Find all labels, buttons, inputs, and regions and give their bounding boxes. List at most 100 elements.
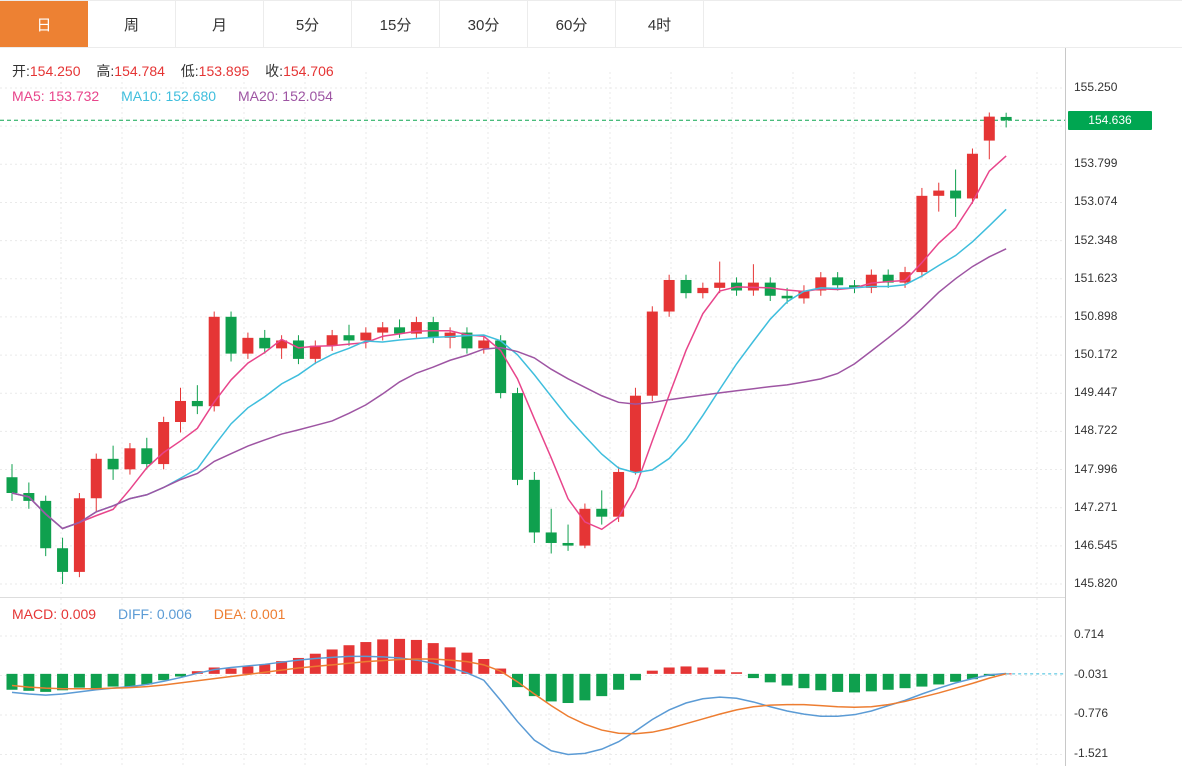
macd-bar xyxy=(882,673,894,690)
macd-value: 0.009 xyxy=(61,606,97,622)
candle xyxy=(444,332,456,338)
macd-bar xyxy=(832,673,844,692)
macd-bar xyxy=(309,653,321,674)
macd-bar xyxy=(461,652,473,674)
candle xyxy=(191,400,203,407)
candle xyxy=(512,393,523,480)
last-price-badge: 154.636 xyxy=(1068,110,1152,130)
candle xyxy=(57,548,69,572)
candle xyxy=(343,335,355,341)
macd-bar xyxy=(326,649,338,674)
ma5-line xyxy=(11,155,1007,531)
macd-bar xyxy=(613,673,625,690)
tab-日[interactable]: 日 xyxy=(0,1,88,47)
macd-info: MACD: 0.009 DIFF: 0.006 DEA: 0.001 xyxy=(12,606,303,622)
candle xyxy=(276,340,288,349)
macd-bar xyxy=(528,673,540,697)
tab-15分[interactable]: 15分 xyxy=(352,1,440,47)
macd-bar xyxy=(579,673,591,701)
macd-bar xyxy=(23,673,35,691)
ma20-line xyxy=(11,248,1007,530)
candle xyxy=(849,285,860,288)
tab-月[interactable]: 月 xyxy=(176,1,264,47)
macd-bar xyxy=(899,673,911,689)
macd-bar xyxy=(208,667,220,674)
tab-5分[interactable]: 5分 xyxy=(264,1,352,47)
candle xyxy=(410,322,422,334)
candle xyxy=(966,153,978,199)
candle xyxy=(158,421,170,465)
candle xyxy=(124,448,136,470)
candle xyxy=(764,282,776,296)
candle xyxy=(1000,116,1012,121)
macd-bar xyxy=(916,673,928,687)
price-axis-label: 152.348 xyxy=(1074,232,1118,247)
macd-axis-label: -1.521 xyxy=(1074,745,1109,760)
candle xyxy=(394,327,406,334)
macd-bar xyxy=(562,673,574,704)
macd-bar xyxy=(259,664,271,674)
candle xyxy=(175,400,186,422)
macd-bar xyxy=(849,673,860,693)
macd-bar xyxy=(680,666,692,674)
macd-bar xyxy=(107,673,119,687)
candle xyxy=(461,332,473,349)
macd-bar xyxy=(596,673,608,697)
candle xyxy=(495,340,507,394)
macd-bar xyxy=(950,673,962,682)
candle xyxy=(90,458,102,499)
candle xyxy=(73,498,85,572)
main-chart[interactable]: 开:154.250 高:154.784 低:153.895 收:154.706 … xyxy=(0,48,1065,597)
candle xyxy=(899,272,911,283)
price-axis-label: 155.250 xyxy=(1074,80,1118,94)
candle xyxy=(141,448,153,465)
candle xyxy=(528,479,540,533)
price-axis-label: 147.271 xyxy=(1074,499,1118,514)
candle xyxy=(292,340,304,359)
candle xyxy=(478,340,490,349)
price-axis: 154.636 155.250 153.799 153.074 152.348 151.… xyxy=(1065,48,1182,766)
candle xyxy=(242,337,254,354)
macd-bar xyxy=(343,645,355,674)
candle xyxy=(326,335,338,346)
macd-bar xyxy=(141,673,153,685)
price-axis-label: 151.623 xyxy=(1074,270,1118,285)
macd-bar xyxy=(242,666,254,674)
candle xyxy=(309,345,321,359)
candle xyxy=(377,327,389,333)
macd-bar xyxy=(124,673,136,688)
ma10-line xyxy=(11,208,1007,530)
candle xyxy=(6,477,18,494)
candle xyxy=(208,316,220,407)
macd-axis-label: -0.031 xyxy=(1074,666,1109,681)
candle xyxy=(815,277,827,291)
tab-4时[interactable]: 4时 xyxy=(616,1,704,47)
macd-bar xyxy=(798,673,810,689)
macd-bar xyxy=(714,669,726,674)
macd-chart[interactable]: MACD: 0.009 DIFF: 0.006 DEA: 0.001 xyxy=(0,597,1065,766)
close-value: 154.706 xyxy=(283,63,334,79)
macd-grid xyxy=(0,598,1065,766)
ma10-label: MA10: xyxy=(121,88,162,104)
macd-bar xyxy=(40,673,52,692)
tab-60分[interactable]: 60分 xyxy=(528,1,616,47)
ohlc-info: 开:154.250 高:154.784 低:153.895 收:154.706 xyxy=(12,61,346,81)
macd-bar xyxy=(545,673,557,702)
price-axis-label: 147.996 xyxy=(1074,461,1118,476)
low-label: 低: xyxy=(180,63,199,79)
tab-周[interactable]: 周 xyxy=(88,1,176,47)
macd-label: MACD: xyxy=(12,606,58,622)
macd-bar xyxy=(394,638,406,674)
ma5-value: 153.732 xyxy=(48,88,100,104)
candle xyxy=(596,508,608,517)
candle xyxy=(882,274,894,283)
macd-bar xyxy=(360,642,372,674)
price-axis-label: 148.722 xyxy=(1074,423,1118,438)
macd-bar xyxy=(292,657,304,674)
macd-bar xyxy=(225,668,237,674)
tab-30分[interactable]: 30分 xyxy=(440,1,528,47)
candle xyxy=(107,458,119,470)
macd-bar xyxy=(6,673,18,690)
ma5-label: MA5: xyxy=(12,88,45,104)
candle xyxy=(680,279,692,294)
